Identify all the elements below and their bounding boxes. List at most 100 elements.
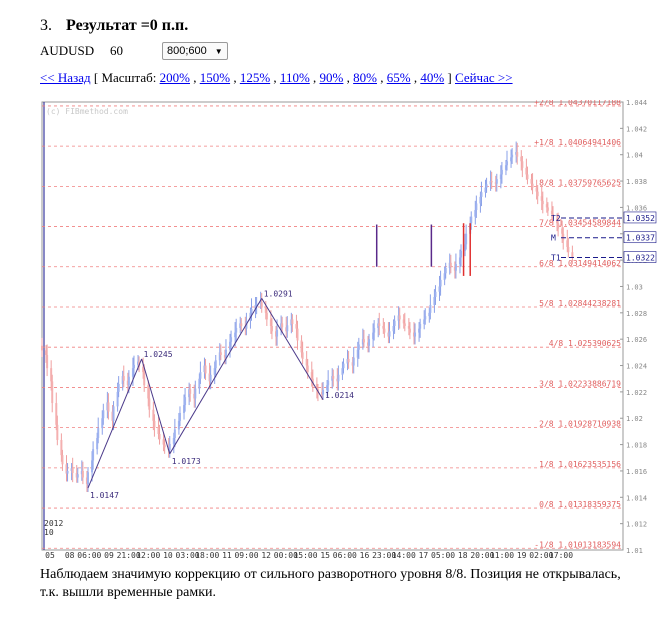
scale-link-200[interactable]: 200% [159, 70, 190, 85]
scale-link-125[interactable]: 125% [239, 70, 271, 85]
candle-body [41, 345, 43, 351]
scale-link-110[interactable]: 110% [279, 70, 310, 85]
scale-link-150[interactable]: 150% [199, 70, 231, 85]
candle-body [264, 307, 267, 313]
candle-body [291, 319, 294, 325]
header-number: 3. [40, 17, 52, 34]
zigzag-segment [169, 298, 263, 455]
x-tick-label: 06:00 [77, 551, 101, 560]
scale-link-40[interactable]: 40% [420, 70, 445, 85]
y-tick-label: 1.022 [626, 389, 647, 397]
candle-body [531, 183, 534, 188]
candle-body [530, 179, 533, 184]
candle-body [162, 439, 165, 445]
candle-body [255, 303, 258, 305]
header-title: Результат =0 п.п. [66, 17, 189, 34]
x-tick-label: 19 [517, 551, 527, 560]
candle-body [199, 372, 202, 379]
candle-body [351, 362, 354, 366]
candle-body [356, 349, 359, 358]
close-bracket: ] [447, 70, 452, 85]
candle-body [152, 409, 155, 421]
candle-body [61, 455, 64, 465]
now-link[interactable]: Сейчас >> [455, 70, 513, 85]
zigzag-label: 1.0173 [172, 457, 201, 466]
candle-body [315, 383, 318, 390]
y-tick-label: 1.044 [626, 100, 647, 107]
candle-body [234, 332, 237, 338]
x-tick-label: 21:00 [117, 551, 141, 560]
candle-body [479, 196, 482, 204]
open-bracket: [ [93, 70, 99, 85]
candle-body [276, 329, 279, 337]
candle-body [387, 332, 390, 337]
target-value-label: 1.0322 [626, 253, 655, 262]
candle-body [280, 323, 283, 330]
scale-link-80[interactable]: 80% [353, 70, 377, 85]
candle-body [373, 327, 376, 333]
candle-body [203, 365, 206, 373]
scale-link-65[interactable]: 65% [386, 70, 411, 85]
candle-body [148, 398, 151, 410]
candle-body [347, 358, 350, 363]
candle-body [337, 374, 340, 382]
candle-body [260, 302, 263, 308]
x-tick-label: 10 [163, 551, 173, 560]
x-tick-label: 17 [419, 551, 429, 560]
candle-body [204, 365, 207, 374]
symbol-label: AUDUSD [40, 43, 95, 58]
y-tick-label: 1.04 [626, 152, 643, 160]
murray-level-label: 8/8 1.03759765625 [539, 178, 621, 187]
candle-body [158, 434, 161, 440]
back-link[interactable]: << Назад [40, 70, 91, 85]
y-tick-label: 1.024 [626, 363, 647, 371]
y-tick-label: 1.03 [626, 283, 643, 291]
candle-body [300, 340, 303, 353]
candle-body [525, 167, 528, 175]
candle-body [285, 327, 288, 332]
candle-body [102, 410, 105, 419]
candle-body [490, 181, 493, 183]
zigzag-label: 1.0214 [325, 391, 354, 400]
candle-body [346, 358, 349, 364]
candle-body [254, 304, 257, 309]
candle-body [419, 324, 422, 329]
x-tick-label: 16 [360, 551, 370, 560]
candle-body [126, 380, 129, 386]
candle-body [168, 443, 171, 450]
candle-body [45, 350, 48, 355]
y-tick-label: 1.016 [626, 468, 647, 476]
candle-body [66, 470, 69, 474]
candle-body [412, 332, 415, 337]
candle-body [81, 470, 84, 478]
candle-body [218, 352, 221, 361]
y-tick-label: 1.042 [626, 125, 647, 133]
candle-body [341, 368, 344, 375]
candle-body [535, 187, 538, 192]
candle-body [521, 161, 524, 168]
candle-body [51, 381, 54, 404]
scale-link-90[interactable]: 90% [319, 70, 344, 85]
murray-level-label: 7/8 1.03454589844 [539, 219, 621, 228]
y-tick-label: 1.012 [626, 521, 647, 529]
murray-level-label: 1/8 1.01623535156 [539, 460, 621, 469]
candle-body [320, 391, 323, 395]
x-tick-label: 17:00 [549, 551, 573, 560]
candle-body [550, 210, 553, 214]
candle-body [131, 368, 134, 377]
size-select[interactable]: 800;600 ▼ [162, 42, 228, 60]
instrument-row: AUDUSD 60 800;600 ▼ [40, 42, 228, 60]
candle-body [449, 262, 452, 267]
watermark: (c) FIBmethod.com [46, 107, 128, 116]
candle-body [556, 218, 559, 224]
candle-body [485, 184, 488, 188]
candle-body [122, 376, 125, 381]
x-tick-label: 14:00 [392, 551, 416, 560]
target-value-box [623, 211, 657, 224]
plot-area [41, 101, 624, 551]
candle-body [50, 368, 53, 382]
year-label: 10 [44, 528, 54, 537]
candle-body [259, 302, 262, 304]
candle-body [269, 319, 272, 326]
candle-body [460, 250, 463, 258]
